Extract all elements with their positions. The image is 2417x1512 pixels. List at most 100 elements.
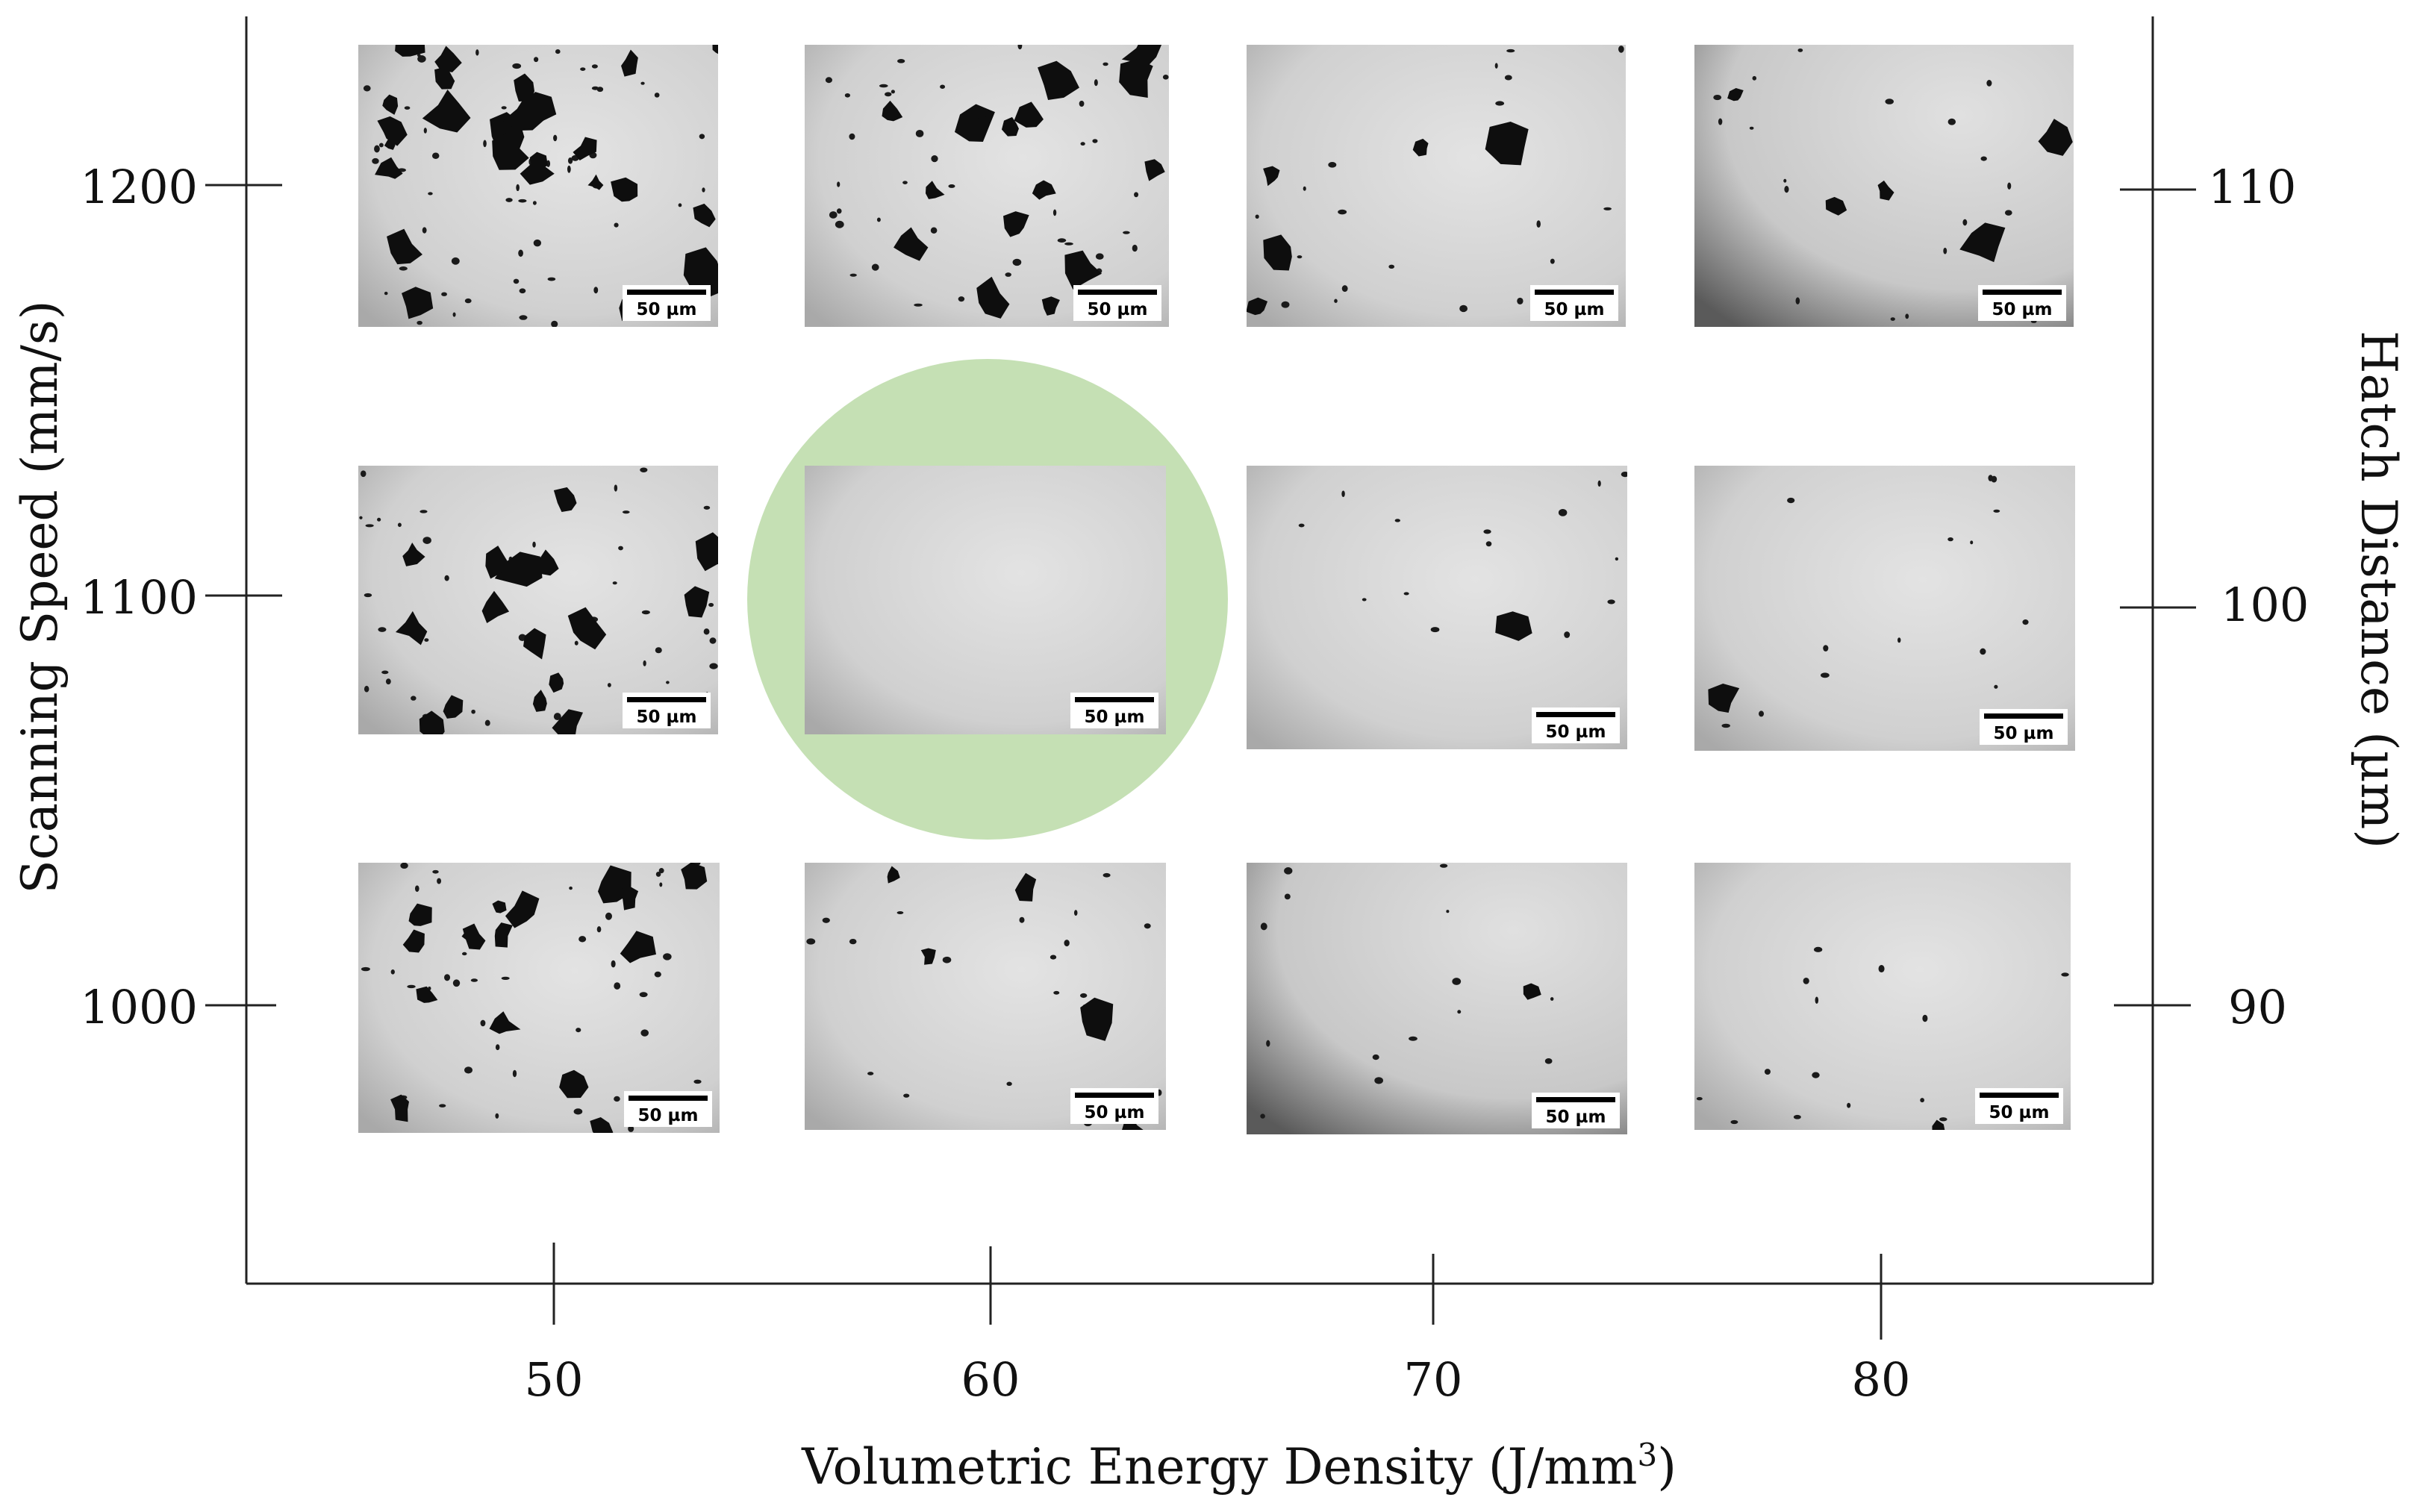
pore bbox=[1696, 1097, 1703, 1101]
large-pore bbox=[492, 132, 529, 170]
pore bbox=[1341, 490, 1345, 497]
pore bbox=[1815, 996, 1819, 1005]
pore-field bbox=[806, 866, 1162, 1130]
pore bbox=[1885, 99, 1894, 104]
pore bbox=[381, 670, 389, 675]
pore bbox=[1621, 471, 1627, 478]
y-left-tick-label: 1000 bbox=[80, 980, 198, 1034]
y-right-tick-labels: 110 100 90 bbox=[2208, 160, 2309, 1034]
pore bbox=[1784, 185, 1789, 193]
pore bbox=[654, 971, 661, 978]
large-pore bbox=[514, 73, 534, 102]
tick-marks bbox=[205, 184, 2196, 1340]
large-pore bbox=[587, 174, 604, 190]
pore bbox=[1550, 997, 1554, 1001]
micrograph-background bbox=[1247, 863, 1627, 1134]
pore bbox=[1052, 209, 1057, 216]
pore bbox=[567, 157, 573, 164]
pore bbox=[1783, 178, 1787, 183]
pore bbox=[1298, 523, 1305, 528]
pore bbox=[1485, 541, 1492, 547]
scale-bar-label: 50 µm bbox=[1088, 300, 1148, 319]
pore bbox=[2007, 182, 2012, 190]
pore bbox=[836, 208, 842, 214]
pore bbox=[569, 886, 573, 890]
large-pore bbox=[1041, 296, 1060, 316]
pore-field bbox=[825, 45, 1169, 319]
pore bbox=[464, 298, 472, 304]
pore bbox=[1607, 599, 1615, 605]
pore bbox=[1994, 684, 1998, 689]
scale-bar bbox=[1536, 712, 1615, 717]
pore bbox=[1812, 1072, 1820, 1078]
large-pore bbox=[384, 135, 396, 150]
pore bbox=[424, 638, 429, 642]
pore bbox=[1749, 126, 1754, 130]
pore bbox=[495, 1113, 499, 1119]
pore bbox=[1338, 209, 1347, 215]
pore bbox=[417, 54, 421, 57]
pore bbox=[407, 984, 416, 989]
pore bbox=[879, 84, 888, 88]
pore bbox=[1536, 220, 1541, 228]
pore bbox=[1821, 672, 1830, 678]
pore bbox=[622, 510, 630, 514]
pore bbox=[942, 956, 952, 963]
pore bbox=[614, 1096, 620, 1102]
pore bbox=[709, 663, 718, 669]
pore bbox=[390, 969, 395, 975]
large-pore bbox=[494, 552, 543, 587]
pore bbox=[437, 878, 442, 884]
scale-bar-label: 50 µm bbox=[1992, 300, 2053, 319]
micrograph-background bbox=[805, 863, 1166, 1130]
pore bbox=[703, 505, 711, 510]
large-pore bbox=[434, 46, 462, 72]
large-pore bbox=[1038, 60, 1079, 100]
pore bbox=[574, 640, 578, 646]
large-pore bbox=[1014, 872, 1037, 902]
pore bbox=[612, 581, 617, 585]
large-pore bbox=[549, 672, 564, 693]
large-pore bbox=[552, 709, 584, 734]
large-pore bbox=[527, 549, 559, 576]
pore bbox=[422, 227, 427, 234]
pore bbox=[1890, 317, 1895, 321]
pore bbox=[1787, 497, 1795, 504]
pore bbox=[1558, 508, 1568, 516]
large-pore bbox=[684, 586, 710, 618]
x-tick-label: 70 bbox=[1404, 1352, 1463, 1407]
pore bbox=[825, 77, 832, 84]
pore bbox=[885, 92, 892, 97]
pore bbox=[365, 524, 374, 528]
pore bbox=[1922, 1014, 1928, 1022]
large-pore bbox=[954, 104, 995, 143]
pore bbox=[1947, 537, 1953, 542]
pore bbox=[1495, 101, 1505, 106]
y-left-tick-label: 1200 bbox=[80, 160, 198, 214]
pore bbox=[414, 885, 420, 893]
pore bbox=[1439, 863, 1448, 868]
large-pore bbox=[882, 100, 903, 122]
pore bbox=[1988, 475, 1993, 481]
pore bbox=[1452, 978, 1462, 985]
pore-field bbox=[1247, 46, 1624, 316]
pore bbox=[1284, 867, 1293, 875]
pore bbox=[505, 198, 513, 202]
pore bbox=[1374, 1077, 1383, 1084]
pore bbox=[1459, 304, 1468, 313]
x-tick-labels: 50 60 70 80 bbox=[525, 1352, 1911, 1407]
pore bbox=[532, 201, 537, 205]
pore bbox=[591, 64, 598, 69]
pore bbox=[902, 181, 908, 184]
pore bbox=[1544, 1058, 1553, 1064]
large-pore bbox=[1001, 116, 1019, 137]
micrograph-tile: 50 µm bbox=[1694, 45, 2074, 327]
pore bbox=[441, 292, 447, 296]
pore bbox=[1597, 480, 1601, 487]
pore bbox=[1006, 1081, 1012, 1087]
pore bbox=[1012, 258, 1022, 266]
pore bbox=[915, 129, 924, 137]
pore-field bbox=[1708, 475, 2029, 728]
pore bbox=[1795, 297, 1800, 304]
large-pore bbox=[590, 1116, 614, 1133]
